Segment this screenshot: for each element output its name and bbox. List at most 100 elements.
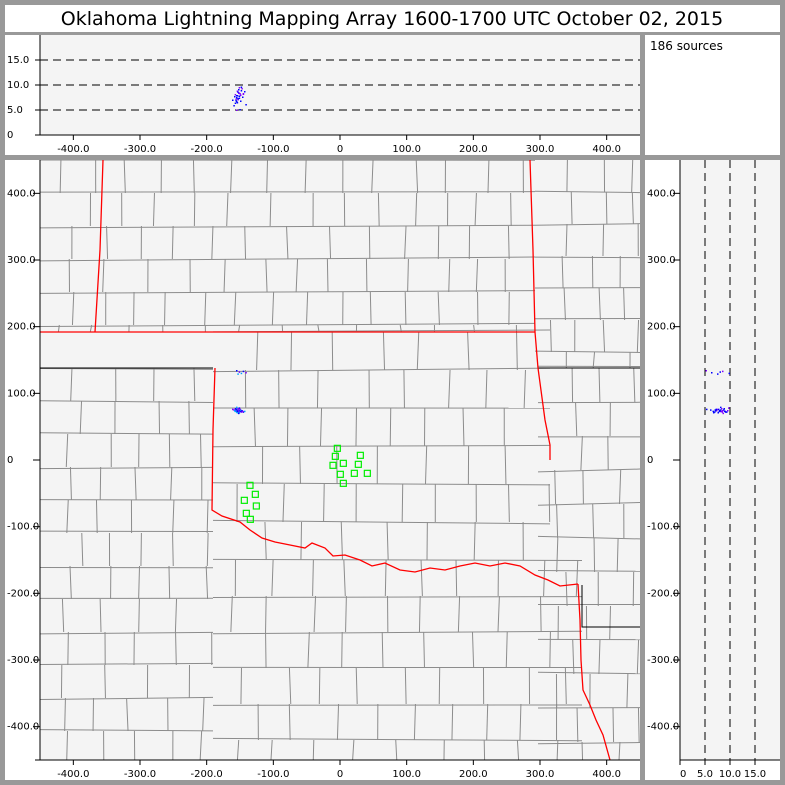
county-line [473,521,476,561]
county-line [40,729,214,732]
county-line [487,160,490,194]
county-line [271,291,275,326]
county-line [40,662,214,666]
county-line [416,331,420,371]
county-line [164,291,166,326]
county-line [341,631,343,669]
county-line [318,667,321,705]
station-marker [350,469,358,477]
county-line [312,559,314,597]
county-line [382,331,386,371]
lightning-source [714,409,716,411]
lightning-source [234,94,237,96]
county-line [138,598,140,633]
county-line [612,707,615,743]
lightning-source [722,410,724,412]
county-line [423,631,425,669]
county-line [401,483,404,523]
x-tick-label: -200.0 [191,144,223,155]
lightning-source [245,104,247,106]
county-line [168,565,171,600]
county-line [99,598,102,633]
altitude-east-marks: -400.0 -300.0 -200.0 -100.0 0 100.0 200.0 300.0… [7,35,640,155]
lightning-source [238,412,240,415]
county-line [40,290,536,294]
county-line [123,160,126,194]
county-line [66,499,69,534]
county-line [212,558,583,562]
county-line [40,256,536,262]
county-line [171,225,174,260]
county-line [598,367,601,403]
county-line [424,445,428,485]
county-line [106,225,109,260]
y-tick-label: -100.0 [7,522,39,533]
lightning-source [236,410,239,413]
county-line [403,369,405,409]
x-tick-label: 15.0 [744,769,766,780]
lightning-source [237,99,239,101]
lightning-source [239,408,241,411]
lightning-source [728,372,730,375]
lightning-source [723,408,725,410]
lightning-source [235,100,237,102]
x-tick-label: 100.0 [392,144,421,155]
lightning-source [721,408,723,410]
county-line [637,707,640,743]
county-line [300,521,303,561]
county-line [253,407,256,447]
county-line [204,291,207,326]
county-line [326,258,329,293]
x-tick-label: 0 [337,144,343,155]
county-line [212,596,583,598]
county-line [352,739,355,760]
county-line [238,324,241,333]
county-line [537,742,640,745]
info-panel [645,35,780,155]
county-line [212,444,551,448]
county-line [636,319,640,353]
y-tick-label: 15.0 [7,55,29,66]
lightning-source [232,99,234,101]
lightning-source [724,410,726,413]
county-line [561,255,564,289]
county-line [340,521,343,561]
county-line [602,319,606,353]
lightning-source [706,408,708,411]
county-line [69,565,72,600]
county-line [66,730,69,760]
county-line [256,331,259,371]
county-line [549,631,551,669]
x-tick-label: 0 [680,769,686,780]
county-line [323,483,325,523]
x-tick-label: 5.0 [697,769,713,780]
station-marker [339,479,347,487]
county-line [415,160,419,194]
county-line [172,532,174,567]
lightning-source [237,408,239,410]
county-line [172,499,175,534]
lightning-source [244,91,246,93]
state-boundaries [40,160,611,760]
lightning-source [727,410,729,412]
lightning-source [712,410,714,413]
y-tick-label: 100.0 [7,388,36,399]
lightning-source [245,372,247,374]
lightning-source [722,412,724,415]
county-line [381,631,384,669]
county-line [343,559,346,597]
county-line [331,331,334,371]
county-line [89,324,93,333]
county-line [290,331,293,371]
station-marker [246,515,254,523]
county-line [471,631,475,669]
county-line [319,407,323,447]
x-tick-label: -400.0 [57,144,89,155]
lightning-source [240,86,243,88]
y-tick-label: 0 [7,455,13,466]
lightning-source [236,412,239,414]
lightning-source [716,408,718,411]
county-line [81,532,84,567]
lightning-source [721,411,723,413]
